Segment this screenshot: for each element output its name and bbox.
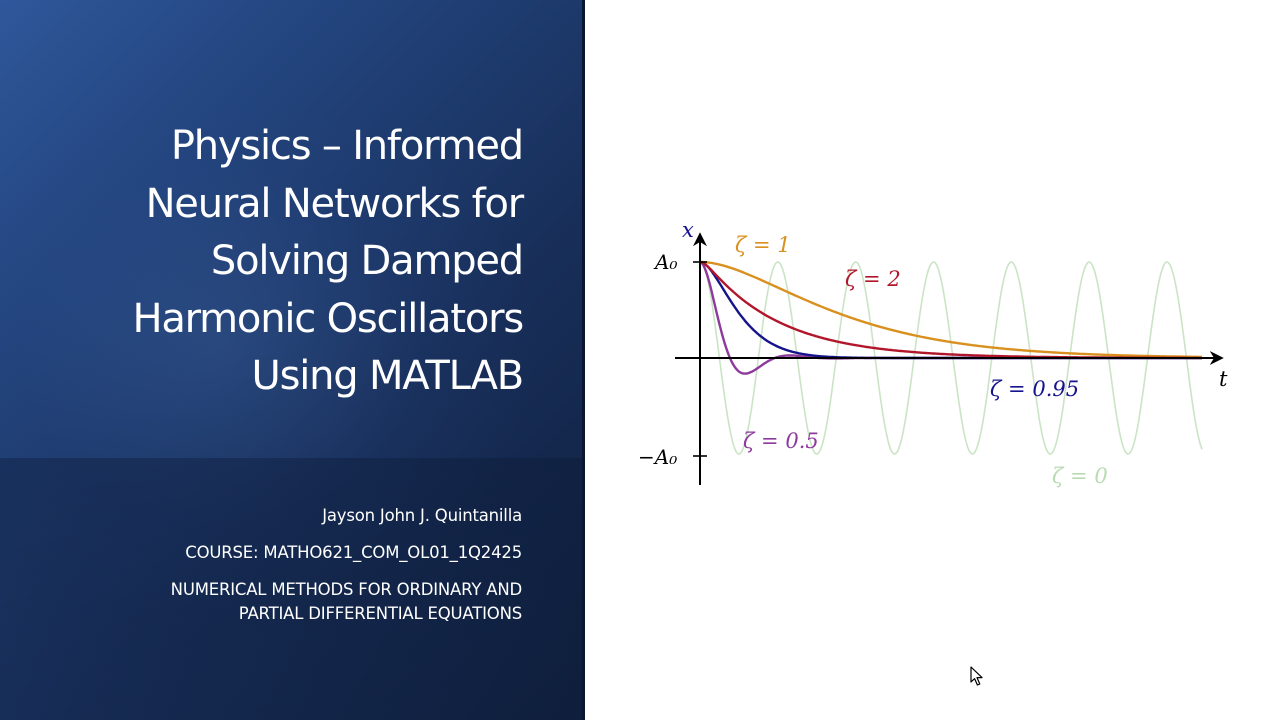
- title-panel: Physics – Informed Neural Networks for S…: [0, 0, 585, 720]
- title-line-4: Harmonic Oscillators: [132, 295, 524, 342]
- background-shade: [0, 458, 585, 720]
- series-label-zeta-2: ζ = 2: [845, 267, 901, 291]
- slide-title: Physics – Informed Neural Networks for S…: [23, 118, 525, 406]
- series-label-zeta-095: ζ = 0.95: [990, 377, 1079, 401]
- course-code: COURSE: MATHO621_COM_OL01_1Q2425: [185, 543, 522, 562]
- series-label-zeta-05: ζ = 0.5: [743, 429, 819, 453]
- x-axis-label: t: [1219, 367, 1228, 391]
- ytick-label-neg-a0: −A₀: [638, 445, 677, 469]
- chart-svg: x t A₀ −A₀ ζ = 1 ζ = 2 ζ = 0.95 ζ = 0.5 …: [638, 218, 1228, 488]
- background-glow: [0, 110, 540, 630]
- series-line-1: [700, 260, 1202, 359]
- ytick-label-a0: A₀: [653, 250, 677, 274]
- title-line-2: Neural Networks for: [145, 180, 525, 227]
- series-label-zeta-0: ζ = 0: [1052, 464, 1108, 488]
- course-subject: NUMERICAL METHODS FOR ORDINARY AND PARTI…: [2, 578, 523, 626]
- title-line-3: Solving Damped: [210, 238, 524, 284]
- mouse-pointer-icon: [970, 666, 983, 686]
- subject-line-2: PARTIAL DIFFERENTIAL EQUATIONS: [238, 604, 522, 623]
- subject-line-1: NUMERICAL METHODS FOR ORDINARY AND: [170, 580, 523, 599]
- panel-edge: [582, 0, 585, 720]
- title-line-5: Using MATLAB: [251, 353, 525, 399]
- y-axis-label: x: [682, 218, 694, 242]
- series-label-zeta-1: ζ = 1: [735, 233, 791, 257]
- author-name: Jayson John J. Quintanilla: [322, 506, 522, 525]
- title-line-1: Physics – Informed: [170, 123, 524, 169]
- oscillator-chart: x t A₀ −A₀ ζ = 1 ζ = 2 ζ = 0.95 ζ = 0.5 …: [625, 215, 1245, 505]
